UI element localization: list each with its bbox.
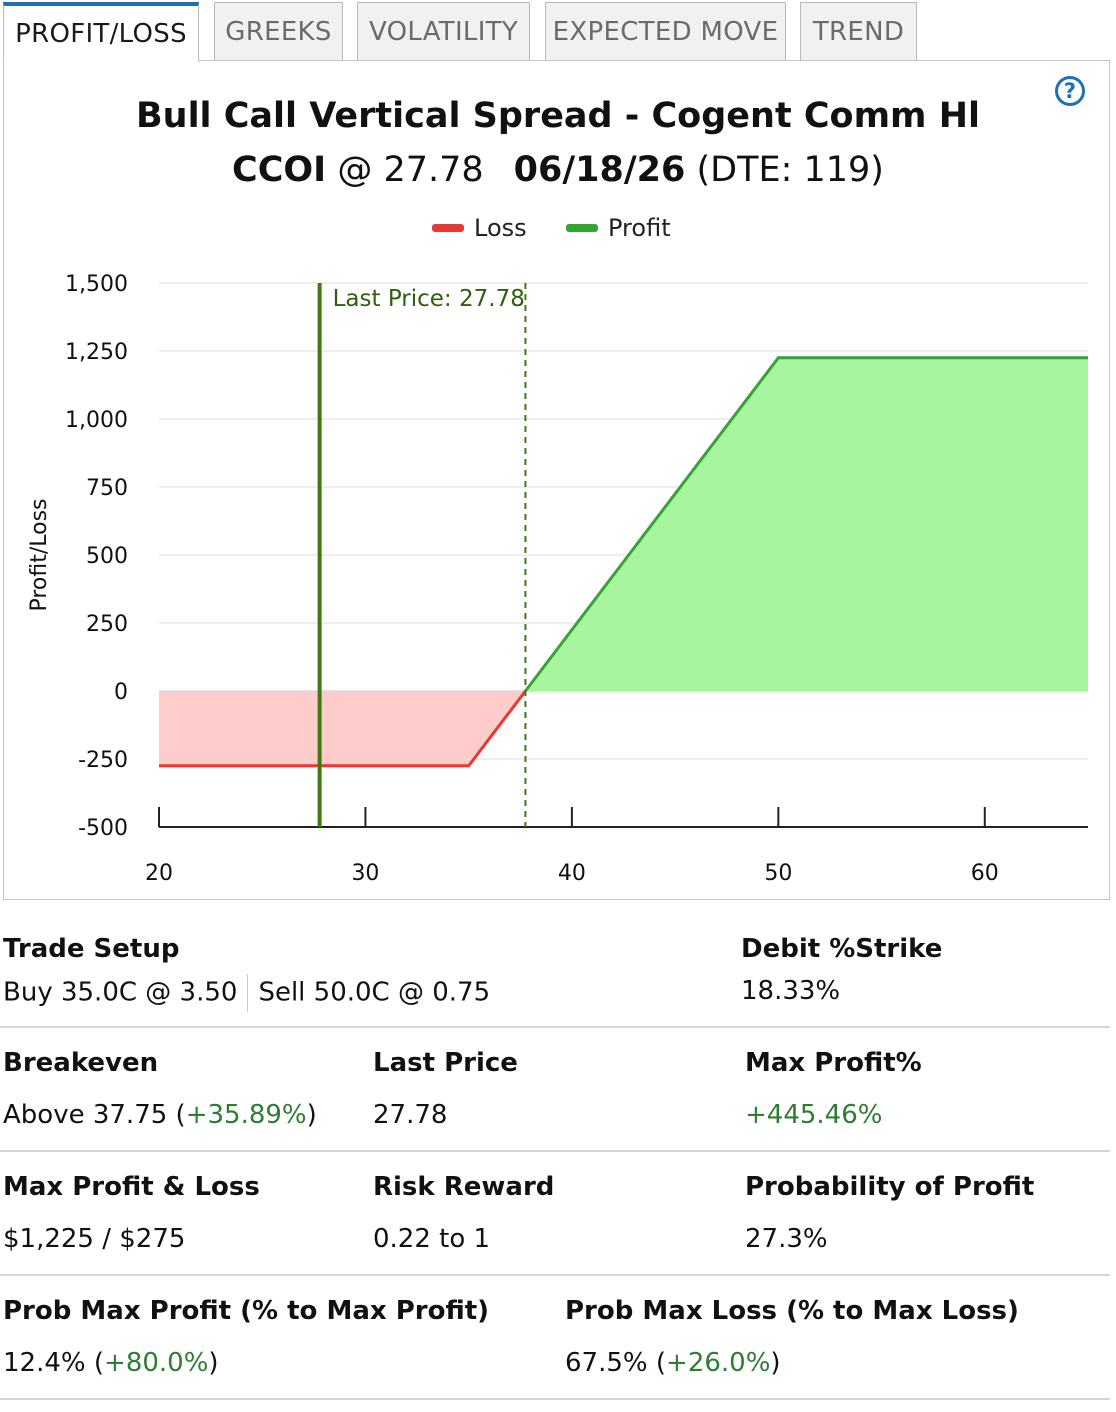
y-tick-label: 1,250 [65,340,128,365]
loss-area [159,691,526,766]
debit-strike-label: Debit %Strike [741,934,943,964]
x-tick-label: 60 [971,861,999,886]
tab-volatility[interactable]: VOLATILITY [357,2,530,60]
x-tick-label: 50 [764,861,792,886]
buy-leg: Buy 35.0C @ 3.50 [3,977,238,1008]
tab-greeks[interactable]: GREEKS [214,2,343,60]
tab-profit-loss[interactable]: PROFIT/LOSS [3,2,199,62]
trade-setup-label: Trade Setup [3,934,180,964]
prob-max-loss-label: Prob Max Loss (% to Max Loss) [565,1296,1019,1326]
legend-item-loss[interactable]: Loss [432,214,527,242]
y-tick-label: -250 [78,748,128,773]
y-tick-label: 1,500 [65,272,128,297]
risk-reward-value: 0.22 to 1 [373,1224,491,1254]
x-tick-label: 20 [145,861,173,886]
prob-max-loss-pct: +26.0% [666,1348,771,1378]
y-tick-label: 750 [86,476,128,501]
y-tick-label: 0 [114,680,128,705]
chart-subtitle: CCOI @ 27.78 06/18/26 (DTE: 119) [0,150,1116,190]
y-axis-label: Profit/Loss [27,498,52,611]
y-tick-label: 250 [86,612,128,637]
risk-reward-label: Risk Reward [373,1172,555,1202]
prob-max-profit-label: Prob Max Profit (% to Max Profit) [3,1296,490,1326]
trade-setup-value: Buy 35.0C @ 3.50 Sell 50.0C @ 0.75 [3,974,490,1012]
legend-loss-label: Loss [474,214,527,242]
question-circle-icon[interactable]: ? [1055,76,1085,106]
dte: (DTE: 119) [696,150,884,190]
y-tick-label: 1,000 [65,408,128,433]
breakeven-value: Above 37.75 (+35.89%) [3,1100,317,1130]
legend-profit-label: Profit [608,214,671,242]
last-price-label: Last Price [373,1048,518,1078]
prob-profit-label: Probability of Profit [745,1172,1035,1202]
leg-divider [247,974,249,1012]
max-profit-pct-label: Max Profit% [745,1048,922,1078]
max-profit-loss-value: $1,225 / $275 [3,1224,186,1254]
breakeven-pct: +35.89% [185,1100,307,1130]
tab-expected-move[interactable]: EXPECTED MOVE [545,2,786,60]
breakeven-label: Breakeven [3,1048,159,1078]
last-price-value: 27.78 [373,1100,448,1130]
profit-line [524,356,1088,692]
last-price-label: Last Price: 27.78 [333,286,525,312]
divider [0,1026,1110,1028]
prob-max-profit-pct: +80.0% [104,1348,209,1378]
x-tick-label: 30 [351,861,379,886]
price-markers: Last Price: 27.78 [317,283,527,827]
loss-swatch [432,224,464,232]
prob-max-loss-value: 67.5% (+26.0%) [565,1348,781,1378]
symbol: CCOI [232,150,327,190]
y-tick-labels: 1,500 1,250 1,000 750 500 250 0 -250 -500 [65,272,128,841]
profit-area [525,357,1088,691]
underlying-price: @ 27.78 [337,150,484,190]
prob-profit-value: 27.3% [745,1224,828,1254]
divider [0,1150,1110,1152]
divider [0,1274,1110,1276]
tab-bar: PROFIT/LOSS GREEKS VOLATILITY EXPECTED M… [0,0,1116,62]
x-tick-label: 40 [558,861,586,886]
sell-leg: Sell 50.0C @ 0.75 [258,977,491,1008]
profit-swatch [566,224,598,232]
y-tick-label: 500 [86,544,128,569]
chart-legend: Loss Profit [0,214,1116,248]
legend-item-profit[interactable]: Profit [566,214,671,242]
tab-trend[interactable]: TREND [800,2,917,60]
pl-chart: 1,500 1,250 1,000 750 500 250 0 -250 -500 20 30 40… [27,272,1088,886]
prob-max-loss-number: 67.5% [565,1348,648,1378]
x-axis: 20 30 40 50 60 [145,807,1088,886]
chart-title: Bull Call Vertical Spread - Cogent Comm … [135,96,981,136]
loss-line [159,690,527,768]
expiry-date: 06/18/26 [513,150,686,190]
y-tick-label: -500 [78,816,128,841]
max-profit-pct-value: +445.46% [745,1100,883,1130]
breakeven-price: Above 37.75 [3,1100,168,1130]
max-profit-loss-label: Max Profit & Loss [3,1172,260,1202]
divider [0,1398,1110,1400]
area-fills [159,357,1088,766]
prob-max-profit-number: 12.4% [3,1348,86,1378]
series-lines [159,356,1088,768]
prob-max-profit-value: 12.4% (+80.0%) [3,1348,219,1378]
debit-strike-value: 18.33% [741,976,841,1006]
